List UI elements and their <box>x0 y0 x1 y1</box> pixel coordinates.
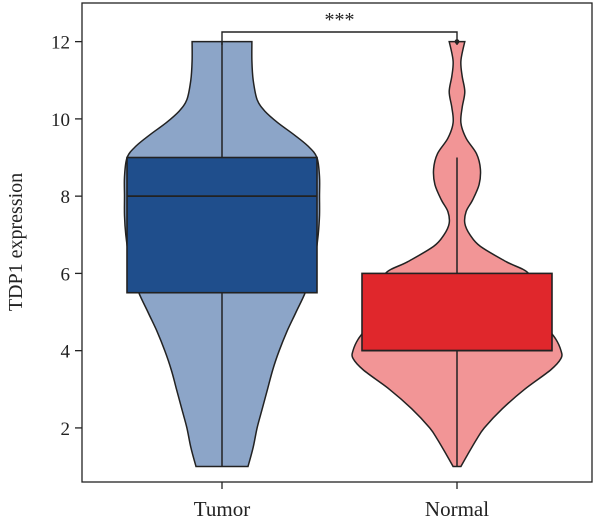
box-tumor <box>126 156 318 294</box>
x-tick-label-tumor: Tumor <box>194 497 250 521</box>
y-tick-label: 10 <box>51 110 70 131</box>
box-normal <box>361 272 553 352</box>
chart-marks <box>123 39 563 468</box>
plot-frame <box>81 2 593 483</box>
y-tick-label: 8 <box>61 187 71 208</box>
y-axis: 2 4 6 8 10 12 <box>51 33 82 440</box>
y-tick-label: 6 <box>61 264 71 285</box>
significance-annotation: *** <box>221 9 458 45</box>
y-axis-title: TDP1 expression <box>5 173 27 311</box>
y-tick-label: 2 <box>61 419 71 440</box>
x-tick-label-normal: Normal <box>425 497 489 521</box>
y-tick-label: 12 <box>51 33 70 54</box>
x-axis: Tumor Normal <box>194 482 489 521</box>
y-tick-label: 4 <box>61 342 71 363</box>
significance-bracket <box>221 31 458 45</box>
significance-label: *** <box>325 9 355 31</box>
